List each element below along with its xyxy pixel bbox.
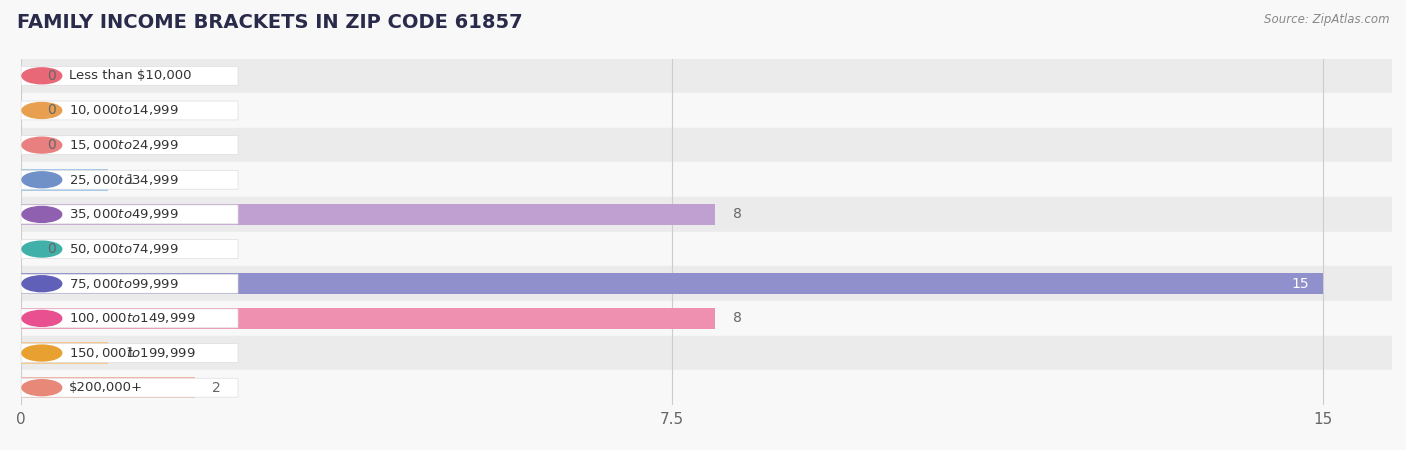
FancyBboxPatch shape <box>21 378 238 397</box>
Bar <box>21 128 1392 162</box>
Text: 1: 1 <box>125 173 134 187</box>
Bar <box>21 273 1323 294</box>
Text: $200,000+: $200,000+ <box>69 381 142 394</box>
Text: 1: 1 <box>125 346 134 360</box>
Circle shape <box>22 380 62 396</box>
Circle shape <box>22 172 62 188</box>
Text: 2: 2 <box>212 381 221 395</box>
FancyBboxPatch shape <box>21 309 238 328</box>
Bar <box>21 162 1392 197</box>
Text: $15,000 to $24,999: $15,000 to $24,999 <box>69 138 179 152</box>
Text: $50,000 to $74,999: $50,000 to $74,999 <box>69 242 179 256</box>
Text: 0: 0 <box>48 69 56 83</box>
Text: $10,000 to $14,999: $10,000 to $14,999 <box>69 104 179 117</box>
Text: $75,000 to $99,999: $75,000 to $99,999 <box>69 277 179 291</box>
FancyBboxPatch shape <box>21 101 238 120</box>
Bar <box>21 204 716 225</box>
Text: Less than $10,000: Less than $10,000 <box>69 69 191 82</box>
Circle shape <box>22 207 62 222</box>
Text: $100,000 to $149,999: $100,000 to $149,999 <box>69 311 195 325</box>
Bar <box>21 266 1392 301</box>
FancyBboxPatch shape <box>21 274 238 293</box>
Bar <box>21 232 1392 266</box>
FancyBboxPatch shape <box>21 239 238 259</box>
Circle shape <box>22 310 62 326</box>
Bar <box>21 169 108 190</box>
Text: 8: 8 <box>733 207 741 221</box>
Circle shape <box>22 137 62 153</box>
Bar <box>21 58 1392 93</box>
Bar <box>21 336 1392 370</box>
Bar <box>21 197 1392 232</box>
Text: $35,000 to $49,999: $35,000 to $49,999 <box>69 207 179 221</box>
Text: 15: 15 <box>1292 277 1309 291</box>
Text: 0: 0 <box>48 138 56 152</box>
Circle shape <box>22 345 62 361</box>
Text: 0: 0 <box>48 104 56 117</box>
Bar <box>21 301 1392 336</box>
Circle shape <box>22 68 62 84</box>
Bar <box>21 342 108 364</box>
Circle shape <box>22 241 62 257</box>
Bar <box>21 308 716 329</box>
Bar <box>21 93 1392 128</box>
Text: 8: 8 <box>733 311 741 325</box>
FancyBboxPatch shape <box>21 205 238 224</box>
Bar <box>21 370 1392 405</box>
Text: $150,000 to $199,999: $150,000 to $199,999 <box>69 346 195 360</box>
Circle shape <box>22 276 62 292</box>
Text: 0: 0 <box>48 242 56 256</box>
FancyBboxPatch shape <box>21 135 238 155</box>
FancyBboxPatch shape <box>21 170 238 189</box>
Bar <box>21 377 194 398</box>
Circle shape <box>22 103 62 118</box>
Text: Source: ZipAtlas.com: Source: ZipAtlas.com <box>1264 14 1389 27</box>
FancyBboxPatch shape <box>21 343 238 363</box>
Text: $25,000 to $34,999: $25,000 to $34,999 <box>69 173 179 187</box>
FancyBboxPatch shape <box>21 66 238 86</box>
Text: FAMILY INCOME BRACKETS IN ZIP CODE 61857: FAMILY INCOME BRACKETS IN ZIP CODE 61857 <box>17 14 523 32</box>
